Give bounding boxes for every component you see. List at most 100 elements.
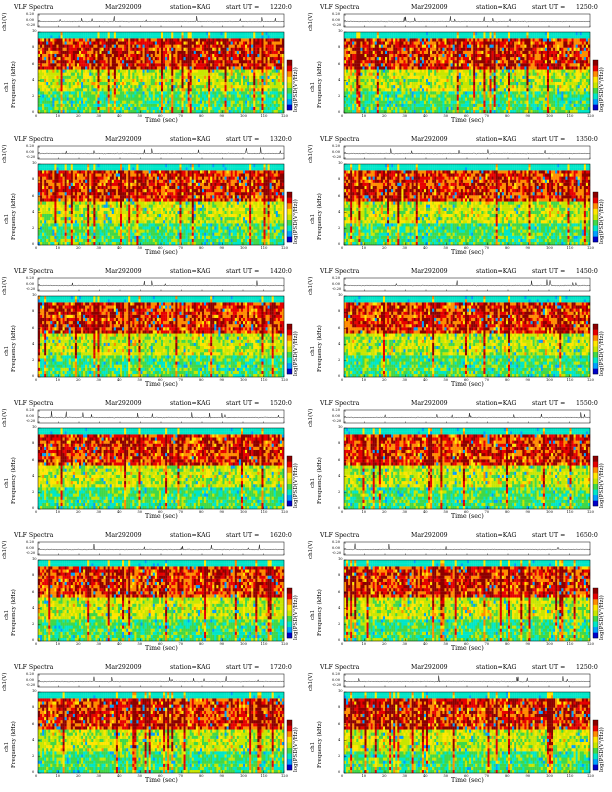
spectrogram-cell bbox=[368, 109, 371, 114]
spectrogram-cell bbox=[257, 50, 260, 54]
spectrogram-cell bbox=[107, 69, 110, 73]
spectrogram-cell bbox=[350, 32, 353, 36]
spectrogram-cell bbox=[249, 88, 252, 92]
spectrogram-cell bbox=[458, 84, 461, 89]
spectrogram-cell bbox=[436, 32, 439, 36]
spectrogram-cell bbox=[177, 88, 180, 92]
spectrogram-cell bbox=[79, 60, 82, 64]
spectrogram-cell bbox=[218, 53, 221, 58]
spectrogram-cell bbox=[191, 69, 194, 73]
spectrogram-cell bbox=[393, 63, 396, 67]
spectrogram-cell bbox=[249, 72, 252, 76]
spectrogram-cell bbox=[83, 47, 86, 51]
spectrogram-cell bbox=[413, 50, 416, 54]
spectrogram-cell bbox=[109, 53, 112, 58]
spectrogram-cell bbox=[44, 75, 47, 79]
spectrogram-cell bbox=[79, 88, 82, 92]
spectrogram-cell bbox=[380, 53, 384, 58]
spectrogram-cell bbox=[169, 109, 172, 114]
spectrogram-cell bbox=[234, 106, 237, 111]
spectrogram-cell bbox=[395, 72, 398, 76]
spectrogram-cell bbox=[120, 44, 123, 48]
spectrogram-cell bbox=[156, 56, 160, 61]
spectrogram-cell bbox=[154, 109, 158, 114]
spectrogram-cell bbox=[60, 50, 63, 54]
spectrogram-cell bbox=[362, 38, 365, 42]
spectrogram-cell bbox=[281, 106, 285, 111]
spectrogram-cell bbox=[44, 47, 47, 51]
spectrogram-cell bbox=[259, 60, 262, 64]
spectrogram-cell bbox=[446, 50, 449, 54]
spectrogram-cell bbox=[146, 84, 149, 89]
spectrogram-cell bbox=[372, 60, 375, 64]
spectrogram-cell bbox=[255, 47, 258, 51]
spectrogram-cell bbox=[393, 81, 396, 86]
spectrogram-cell bbox=[426, 78, 429, 82]
spectrogram-cell bbox=[122, 69, 125, 73]
spectrogram-cell bbox=[109, 63, 112, 67]
spectrogram-cell bbox=[393, 100, 396, 104]
spectrogram-cell bbox=[464, 72, 468, 76]
spectrogram-cell bbox=[245, 56, 248, 61]
spectrogram-cell bbox=[204, 60, 207, 64]
spectrogram-cell bbox=[197, 88, 201, 92]
spectrogram-cell bbox=[44, 66, 47, 70]
spectrogram-cell bbox=[228, 50, 231, 54]
spectrogram-cell bbox=[224, 35, 227, 39]
spectrogram-cell bbox=[232, 97, 235, 101]
spectrogram-cell bbox=[107, 84, 110, 89]
spectrogram-cell bbox=[267, 41, 270, 45]
spectrogram-cell bbox=[173, 38, 176, 42]
spectrogram-cell bbox=[74, 78, 78, 82]
spectrogram-cell bbox=[58, 69, 61, 73]
spectrogram-cell bbox=[128, 66, 131, 70]
spectrogram-cell bbox=[362, 47, 365, 51]
spectrogram-cell bbox=[234, 47, 237, 51]
spectrogram-cell bbox=[434, 97, 437, 101]
spectrogram-cell bbox=[140, 78, 143, 82]
spectrogram-cell bbox=[136, 44, 139, 48]
spectrogram-cell bbox=[415, 56, 418, 61]
spectrogram-cell bbox=[393, 109, 396, 114]
spectrogram-cell bbox=[171, 103, 174, 107]
spectrogram-cell bbox=[281, 84, 285, 89]
spectrogram-cell bbox=[171, 69, 174, 73]
spectrogram-cell bbox=[161, 56, 164, 61]
spectrogram-cell bbox=[356, 109, 359, 114]
spectrogram-cell bbox=[456, 72, 459, 76]
spectrogram-cell bbox=[423, 50, 427, 54]
spectrogram-cell bbox=[438, 72, 441, 76]
spectrogram-cell bbox=[134, 44, 137, 48]
spectrogram-cell bbox=[360, 97, 363, 101]
spectrogram-cell bbox=[70, 56, 73, 61]
spectrogram-cell bbox=[456, 56, 459, 61]
spectrogram-cell bbox=[208, 109, 211, 114]
spectrogram-cell bbox=[91, 32, 94, 36]
spectrogram-cell bbox=[479, 103, 482, 107]
spectrogram-cell bbox=[85, 84, 88, 89]
spectrogram-cell bbox=[462, 94, 466, 98]
spectrogram-cell bbox=[346, 50, 349, 54]
spectrogram-cell bbox=[105, 47, 108, 51]
spectrogram-cell bbox=[255, 94, 258, 98]
spectrogram-cell bbox=[352, 84, 355, 89]
spectrogram-cell bbox=[251, 75, 254, 79]
spectrogram-cell bbox=[261, 81, 264, 86]
spectrogram-cell bbox=[199, 32, 203, 36]
spectrogram-cell bbox=[423, 97, 427, 101]
spectrogram-cell bbox=[222, 66, 225, 70]
spectrogram-cell bbox=[271, 56, 274, 61]
spectrogram-cell bbox=[444, 53, 447, 58]
spectrogram-cell bbox=[91, 53, 94, 58]
spectrogram-cell bbox=[430, 81, 433, 86]
spectrogram-cell bbox=[374, 50, 377, 54]
spectrogram-cell bbox=[56, 38, 59, 42]
spectrogram-cell bbox=[473, 47, 476, 51]
spectrogram-cell bbox=[38, 56, 41, 61]
spectrogram-cell bbox=[101, 38, 104, 42]
spectrogram-cell bbox=[54, 66, 57, 70]
spectrogram-cell bbox=[206, 100, 209, 104]
spectrogram-cell bbox=[85, 94, 88, 98]
spectrogram-cell bbox=[380, 66, 384, 70]
spectrogram-cell bbox=[70, 97, 73, 101]
